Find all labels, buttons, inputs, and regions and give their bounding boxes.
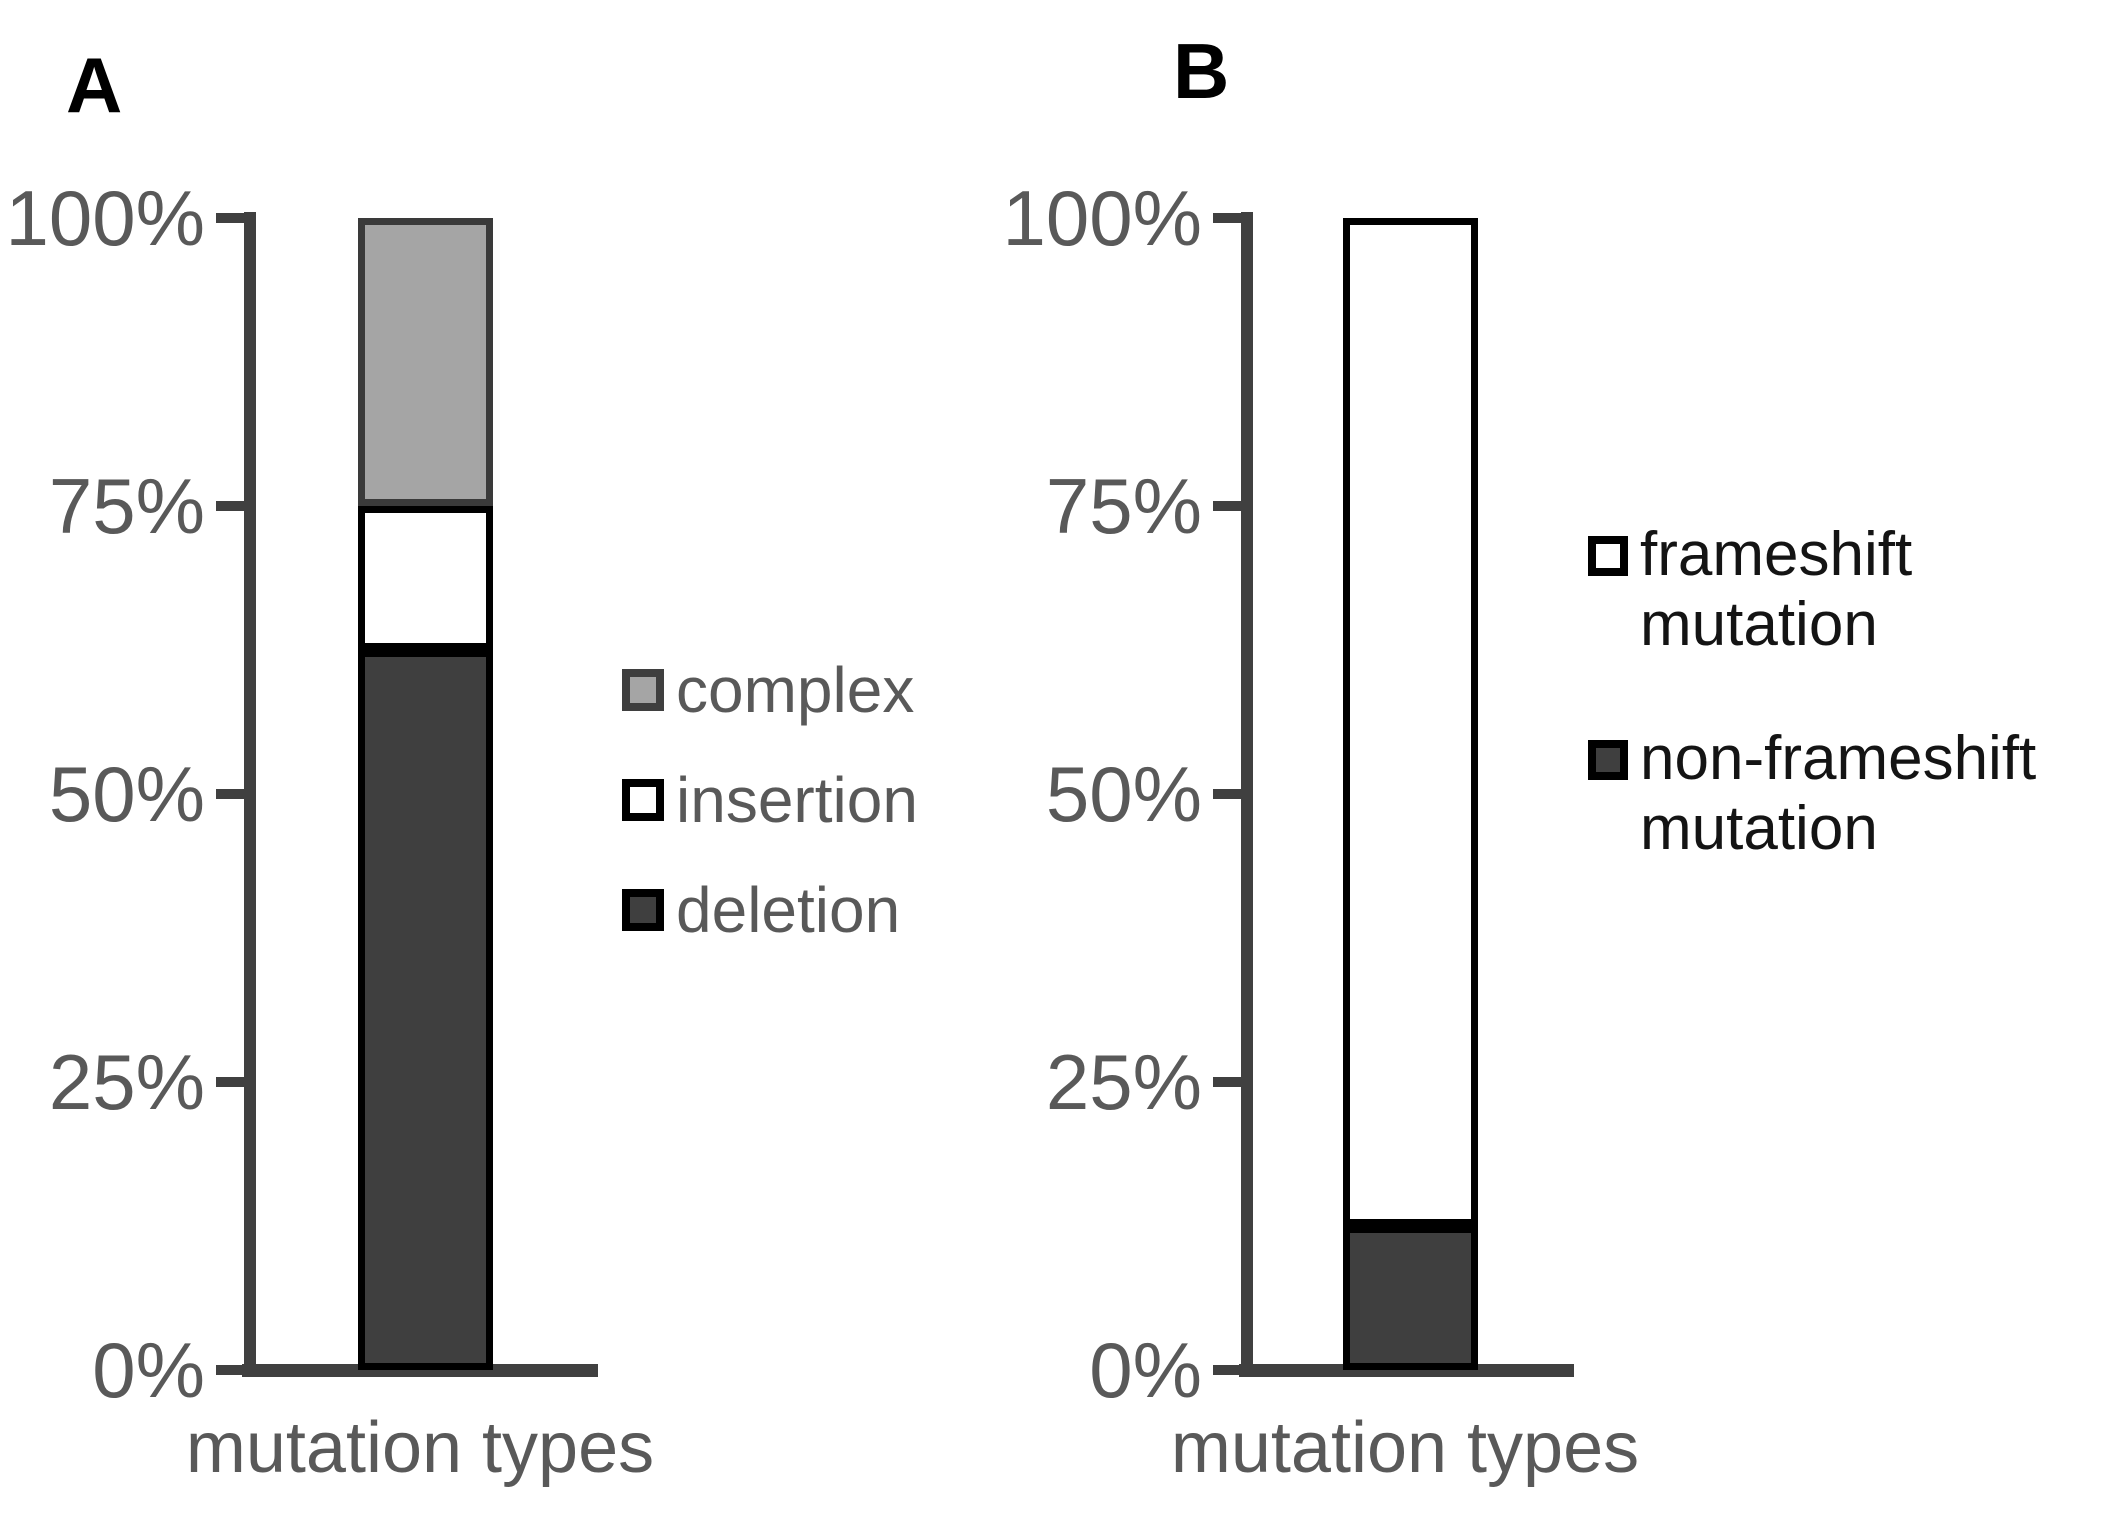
legend-item: frameshift mutation xyxy=(1588,520,2036,660)
panel-b-legend: frameshift mutation non-frameshift mutation xyxy=(1588,520,2036,928)
y-axis-tick xyxy=(1213,501,1241,511)
y-tick-label: 50% xyxy=(1045,750,1202,838)
y-axis-tick xyxy=(216,1365,244,1375)
legend-item: insertion xyxy=(622,745,918,855)
bar-segment-complex xyxy=(358,218,493,506)
y-tick-label: 25% xyxy=(48,1038,205,1126)
legend-label: insertion xyxy=(676,764,918,836)
panel-b-x-axis xyxy=(1239,1364,1574,1377)
y-tick-label: 75% xyxy=(48,462,205,550)
y-axis-tick xyxy=(1213,213,1241,223)
panel-b-stacked-bar xyxy=(1343,218,1478,1370)
panel-b-label: B xyxy=(1173,27,1230,115)
y-axis-tick xyxy=(216,213,244,223)
panel-a-y-axis xyxy=(244,212,256,1376)
y-axis-tick xyxy=(1213,1365,1241,1375)
y-tick-label: 100% xyxy=(5,174,206,262)
y-tick-label: 50% xyxy=(48,750,205,838)
legend-item: deletion xyxy=(622,855,918,965)
legend-swatch-icon xyxy=(1588,740,1628,780)
y-axis-tick xyxy=(1213,1077,1241,1087)
panel-a-x-axis xyxy=(242,1364,598,1377)
bar-segment-deletion xyxy=(358,650,493,1370)
y-axis-tick xyxy=(216,1077,244,1087)
y-tick-label: 0% xyxy=(1089,1326,1202,1414)
legend-label: frameshift mutation xyxy=(1640,520,1913,659)
bar-segment-frameshift-mutation xyxy=(1343,218,1478,1226)
legend-label: complex xyxy=(676,654,915,726)
legend-swatch-icon xyxy=(1588,536,1628,576)
panel-a-x-axis-label: mutation types xyxy=(185,1408,655,1488)
bar-segment-insertion xyxy=(358,506,493,650)
y-axis-tick xyxy=(216,789,244,799)
panel-b-x-axis-label: mutation types xyxy=(1170,1408,1640,1488)
panel-b-y-axis xyxy=(1241,212,1253,1376)
y-tick-label: 25% xyxy=(1045,1038,1202,1126)
legend-swatch-icon xyxy=(622,889,664,931)
y-tick-label: 75% xyxy=(1045,462,1202,550)
panel-a-label: A xyxy=(66,41,123,129)
bar-segment-non-frameshift-mutation xyxy=(1343,1226,1478,1370)
y-axis-tick xyxy=(216,501,244,511)
legend-item: non-frameshift mutation xyxy=(1588,724,2036,864)
panel-a-stacked-bar xyxy=(358,218,493,1370)
y-tick-label: 100% xyxy=(1002,174,1203,262)
legend-label: non-frameshift mutation xyxy=(1640,724,2037,863)
y-tick-label: 0% xyxy=(92,1326,205,1414)
y-axis-tick xyxy=(1213,789,1241,799)
legend-label: deletion xyxy=(676,874,901,946)
legend-swatch-icon xyxy=(622,669,664,711)
legend-swatch-icon xyxy=(622,779,664,821)
panel-a-legend: complex insertion deletion xyxy=(622,635,918,965)
legend-item: complex xyxy=(622,635,918,745)
